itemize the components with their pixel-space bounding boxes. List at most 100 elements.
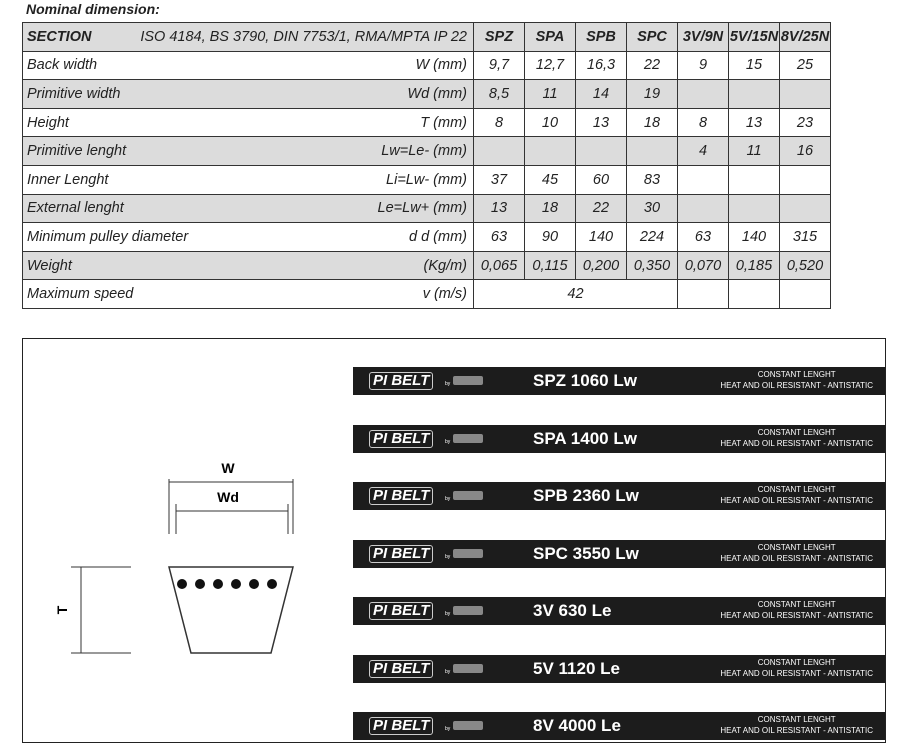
- brand-logo-icon: [453, 606, 483, 615]
- belt-cross-section-diagram: W Wd T: [54, 460, 294, 654]
- belt-code: 3V 630 Le: [533, 601, 612, 620]
- table-cell: 37: [473, 164, 525, 195]
- table-cell: 23: [779, 107, 831, 138]
- table-cell: 22: [626, 50, 678, 81]
- table-cell: 83: [626, 164, 678, 195]
- table-cell: 25: [779, 50, 831, 81]
- note-line-1: CONSTANT LENGHT: [757, 485, 836, 494]
- pi-belt-logo: PI BELT: [369, 659, 434, 678]
- w-label: W: [221, 460, 235, 476]
- table-cell: [524, 136, 576, 166]
- table-row: Weight (Kg/m) 0,065 0,115 0,200 0,350 0,070 0,1…: [22, 250, 831, 281]
- row-unit: d d (mm): [409, 228, 467, 245]
- row-unit: T (mm): [420, 114, 467, 131]
- table-row: External lenght Le=Lw+ (mm) 13 18 22 30: [22, 193, 831, 224]
- table-cell: 140: [728, 222, 780, 252]
- table-cell: 0,520: [779, 250, 831, 281]
- table-cell: [779, 79, 831, 109]
- table-cell: [779, 193, 831, 224]
- table-cell: [677, 193, 729, 224]
- row-label: Primitive width: [27, 85, 121, 102]
- brand-logo-icon: [453, 376, 483, 385]
- by-text: by: [445, 611, 451, 617]
- table-cell: 15: [728, 50, 780, 81]
- note-line-1: CONSTANT LENGHT: [757, 370, 836, 379]
- note-line-1: CONSTANT LENGHT: [757, 542, 836, 552]
- table-cell: 42: [473, 279, 678, 309]
- belt-marking: PI BELT by 3V 630 Le CONSTANT LENGHT HEAT…: [353, 597, 885, 625]
- section-title: Nominal dimension:: [26, 1, 160, 17]
- table-row: Inner Lenght Li=Lw- (mm) 37 45 60 83: [22, 164, 831, 195]
- column-header: 3V/9N: [677, 22, 729, 52]
- row-unit: v (m/s): [422, 286, 467, 303]
- table-cell: 0,200: [575, 250, 627, 281]
- table-cell: 0,350: [626, 250, 678, 281]
- belt-marking: PI BELT by SPB 2360 Lw CONSTANT LENGHT HE…: [353, 482, 885, 510]
- table-cell: 224: [626, 222, 678, 252]
- column-header: 5V/15N: [728, 22, 780, 52]
- by-text: by: [445, 381, 451, 387]
- note-line-2: HEAT AND OIL RESISTANT - ANTISTATIC: [720, 668, 873, 678]
- table-row: Primitive width Wd (mm) 8,5 11 14 19: [22, 79, 831, 109]
- dimension-table: SECTION ISO 4184, BS 3790, DIN 7753/1, RM…: [22, 22, 831, 309]
- belt-code: SPZ 1060 Lw: [533, 371, 637, 390]
- by-text: by: [445, 553, 451, 560]
- belt-note: CONSTANT LENGHT HEAT AND OIL RESISTANT - …: [720, 484, 873, 506]
- section-label: SECTION: [27, 28, 92, 45]
- table-cell: 13: [575, 107, 627, 138]
- table-cell: [779, 164, 831, 195]
- table-cell: 18: [626, 107, 678, 138]
- table-cell: 8: [473, 107, 525, 138]
- belt-illustration-panel: W Wd T PI BELT by SPZ 1060 Lw CONSTANT L…: [22, 338, 886, 743]
- row-unit: Le=Lw+ (mm): [377, 200, 467, 217]
- table-cell: 16,3: [575, 50, 627, 81]
- table-cell: 13: [473, 193, 525, 224]
- belt-code: SPB 2360 Lw: [533, 486, 639, 505]
- table-row: Primitive lenght Lw=Le- (mm) 4 11 16: [22, 136, 831, 166]
- table-cell: [473, 136, 525, 166]
- table-cell: [728, 79, 780, 109]
- table-cell: 13: [728, 107, 780, 138]
- table-cell: 140: [575, 222, 627, 252]
- pi-belt-logo: PI BELT: [369, 717, 434, 735]
- by-text: by: [445, 438, 451, 445]
- table-cell: 16: [779, 136, 831, 166]
- table-cell: 63: [677, 222, 729, 252]
- belt-note: CONSTANT LENGHT HEAT AND OIL RESISTANT - …: [720, 542, 873, 564]
- belt-note: CONSTANT LENGHT HEAT AND OIL RESISTANT - …: [720, 599, 873, 621]
- column-header: SPA: [524, 22, 576, 52]
- table-cell: [728, 193, 780, 224]
- table-row: Back width W (mm) 9,7 12,7 16,3 22 9 15 25: [22, 50, 831, 81]
- belt-marking: PI BELT by SPC 3550 Lw CONSTANT LENGHT HE…: [353, 539, 885, 568]
- by-text: by: [445, 668, 451, 675]
- row-label: Height: [27, 114, 69, 131]
- table-cell: 11: [728, 136, 780, 166]
- table-cell: 60: [575, 164, 627, 195]
- table-cell: [677, 164, 729, 195]
- row-unit: (Kg/m): [423, 257, 468, 274]
- belt-code: 8V 4000 Le: [533, 716, 621, 735]
- table-cell: 19: [626, 79, 678, 109]
- table-cell: [677, 79, 729, 109]
- table-cell: 8: [677, 107, 729, 138]
- table-cell: 14: [575, 79, 627, 109]
- note-line-1: CONSTANT LENGHT: [757, 715, 836, 724]
- row-label: External lenght: [27, 200, 124, 217]
- belt-marking: PI BELT by 5V 1120 Le CONSTANT LENGHT HEA…: [353, 654, 885, 683]
- table-cell: 9: [677, 50, 729, 81]
- table-cell: 0,185: [728, 250, 780, 281]
- note-line-2: HEAT AND OIL RESISTANT - ANTISTATIC: [720, 553, 873, 563]
- pi-belt-logo: PI BELT: [369, 487, 434, 505]
- t-label: T: [54, 605, 70, 614]
- row-label: Weight: [27, 257, 72, 274]
- note-line-1: CONSTANT LENGHT: [757, 600, 836, 609]
- column-header: 8V/25N: [779, 22, 831, 52]
- row-unit: Lw=Le- (mm): [381, 143, 467, 160]
- belt-note: CONSTANT LENGHT HEAT AND OIL RESISTANT - …: [720, 714, 873, 736]
- table-cell: 11: [524, 79, 576, 109]
- table-cell: 0,115: [524, 250, 576, 281]
- table-cell: 4: [677, 136, 729, 166]
- brand-logo-icon: [453, 663, 483, 673]
- table-cell: 8,5: [473, 79, 525, 109]
- row-label: Primitive lenght: [27, 143, 127, 160]
